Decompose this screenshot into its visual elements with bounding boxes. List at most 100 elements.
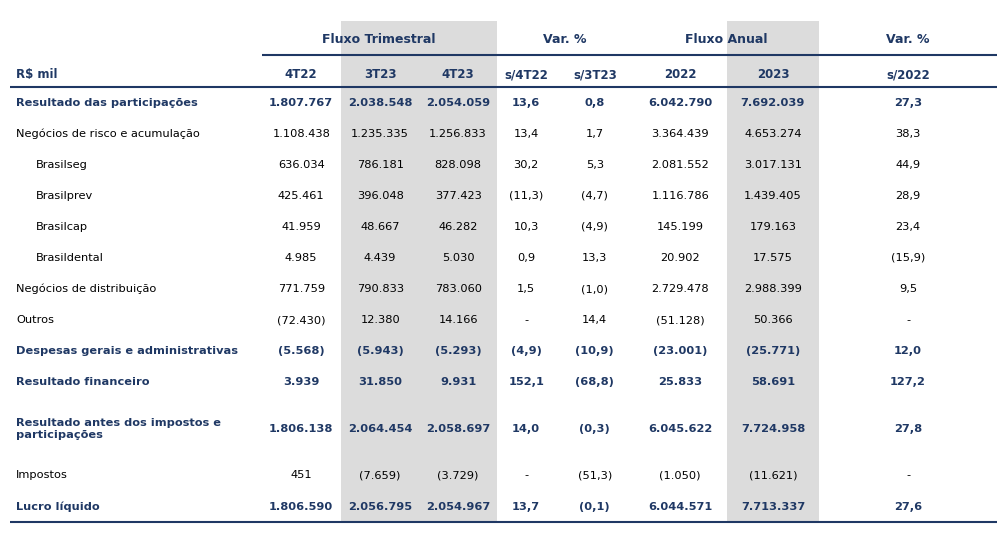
Text: (5.293): (5.293) — [435, 346, 481, 356]
Text: Brasilprev: Brasilprev — [35, 191, 93, 201]
Text: 2.081.552: 2.081.552 — [652, 160, 709, 170]
Text: 4.985: 4.985 — [285, 253, 317, 263]
Text: 179.163: 179.163 — [749, 222, 797, 232]
Text: 828.098: 828.098 — [435, 160, 481, 170]
Text: 10,3: 10,3 — [514, 222, 539, 232]
Text: (11,3): (11,3) — [510, 191, 544, 201]
Text: 30,2: 30,2 — [514, 160, 539, 170]
Text: 6.042.790: 6.042.790 — [649, 97, 712, 108]
Text: Brasilseg: Brasilseg — [35, 160, 88, 170]
Text: (0,3): (0,3) — [579, 424, 610, 434]
Text: 2.729.478: 2.729.478 — [652, 284, 709, 294]
Text: -: - — [524, 315, 529, 325]
Text: (25.771): (25.771) — [746, 346, 800, 356]
Text: 2.054.967: 2.054.967 — [426, 501, 490, 512]
Text: 1,7: 1,7 — [586, 129, 604, 139]
Text: 7.713.337: 7.713.337 — [741, 501, 805, 512]
Text: 396.048: 396.048 — [356, 191, 404, 201]
Text: 13,3: 13,3 — [582, 253, 607, 263]
Text: 7.724.958: 7.724.958 — [741, 424, 805, 434]
Text: s/4T22: s/4T22 — [505, 68, 548, 81]
Bar — [726, 21, 820, 522]
Text: 152,1: 152,1 — [509, 377, 544, 387]
Text: Var. %: Var. % — [544, 33, 587, 46]
Text: R$ mil: R$ mil — [16, 68, 57, 81]
Text: 1.108.438: 1.108.438 — [272, 129, 330, 139]
Text: 425.461: 425.461 — [278, 191, 324, 201]
Text: 0,8: 0,8 — [585, 97, 605, 108]
Text: Outros: Outros — [16, 315, 54, 325]
Text: 4.653.274: 4.653.274 — [744, 129, 802, 139]
Text: 2023: 2023 — [756, 68, 789, 81]
Text: 13,7: 13,7 — [513, 501, 541, 512]
Text: 6.045.622: 6.045.622 — [649, 424, 712, 434]
Text: 145.199: 145.199 — [657, 222, 704, 232]
Text: Fluxo Anual: Fluxo Anual — [686, 33, 767, 46]
Text: Despesas gerais e administrativas: Despesas gerais e administrativas — [16, 346, 238, 356]
Text: 3.939: 3.939 — [283, 377, 319, 387]
Text: 2.038.548: 2.038.548 — [348, 97, 412, 108]
Text: s/3T23: s/3T23 — [573, 68, 616, 81]
Text: (15,9): (15,9) — [891, 253, 925, 263]
Text: (1.050): (1.050) — [660, 470, 701, 480]
Bar — [340, 21, 420, 522]
Text: 1.806.590: 1.806.590 — [269, 501, 333, 512]
Text: 6.044.571: 6.044.571 — [649, 501, 712, 512]
Text: (51.128): (51.128) — [656, 315, 705, 325]
Text: 2.988.399: 2.988.399 — [744, 284, 802, 294]
Bar — [420, 21, 496, 522]
Text: (23.001): (23.001) — [653, 346, 707, 356]
Text: 31.850: 31.850 — [358, 377, 402, 387]
Text: 12,0: 12,0 — [894, 346, 922, 356]
Text: (51,3): (51,3) — [578, 470, 612, 480]
Text: (4,7): (4,7) — [581, 191, 608, 201]
Text: 377.423: 377.423 — [435, 191, 481, 201]
Text: 17.575: 17.575 — [753, 253, 793, 263]
Text: 41.959: 41.959 — [281, 222, 321, 232]
Text: (0,1): (0,1) — [579, 501, 610, 512]
Text: 1.256.833: 1.256.833 — [429, 129, 487, 139]
Text: Negócios de distribuição: Negócios de distribuição — [16, 284, 156, 294]
Text: 13,6: 13,6 — [513, 97, 541, 108]
Text: 1.439.405: 1.439.405 — [744, 191, 802, 201]
Text: Brasilcap: Brasilcap — [35, 222, 88, 232]
Text: 1.235.335: 1.235.335 — [351, 129, 409, 139]
Text: 3.017.131: 3.017.131 — [744, 160, 802, 170]
Text: Resultado financeiro: Resultado financeiro — [16, 377, 149, 387]
Text: (5.943): (5.943) — [356, 346, 404, 356]
Text: 4.439: 4.439 — [364, 253, 397, 263]
Text: 28,9: 28,9 — [895, 191, 920, 201]
Text: 20.902: 20.902 — [661, 253, 700, 263]
Text: Resultado antes dos impostos e
participações: Resultado antes dos impostos e participa… — [16, 418, 221, 440]
Text: 2.054.059: 2.054.059 — [426, 97, 490, 108]
Text: 27,8: 27,8 — [894, 424, 922, 434]
Text: (10,9): (10,9) — [575, 346, 614, 356]
Text: 127,2: 127,2 — [890, 377, 926, 387]
Text: Negócios de risco e acumulação: Negócios de risco e acumulação — [16, 129, 199, 139]
Text: 2.056.795: 2.056.795 — [348, 501, 412, 512]
Text: 2.064.454: 2.064.454 — [348, 424, 412, 434]
Text: s/2022: s/2022 — [886, 68, 930, 81]
Text: 4T23: 4T23 — [442, 68, 474, 81]
Text: 1,5: 1,5 — [518, 284, 536, 294]
Text: 783.060: 783.060 — [435, 284, 481, 294]
Text: 38,3: 38,3 — [895, 129, 920, 139]
Text: 13,4: 13,4 — [514, 129, 539, 139]
Text: 786.181: 786.181 — [356, 160, 404, 170]
Text: Impostos: Impostos — [16, 470, 67, 480]
Text: 50.366: 50.366 — [753, 315, 793, 325]
Text: -: - — [524, 470, 529, 480]
Text: Var. %: Var. % — [886, 33, 929, 46]
Text: (4,9): (4,9) — [581, 222, 608, 232]
Text: 27,6: 27,6 — [894, 501, 922, 512]
Text: 14,0: 14,0 — [513, 424, 541, 434]
Text: 3.364.439: 3.364.439 — [652, 129, 709, 139]
Text: 5.030: 5.030 — [442, 253, 474, 263]
Text: (11.621): (11.621) — [748, 470, 798, 480]
Text: 46.282: 46.282 — [438, 222, 477, 232]
Text: 14,4: 14,4 — [582, 315, 607, 325]
Text: 5,3: 5,3 — [586, 160, 604, 170]
Text: Resultado das participações: Resultado das participações — [16, 97, 197, 108]
Text: 2.058.697: 2.058.697 — [426, 424, 490, 434]
Text: (1,0): (1,0) — [581, 284, 608, 294]
